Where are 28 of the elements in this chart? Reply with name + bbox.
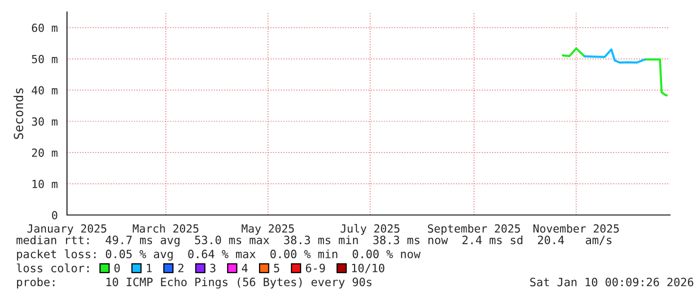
- legend-label: 1: [146, 264, 152, 272]
- x-tick-label: September 2025: [428, 224, 520, 235]
- legend-label: 4: [242, 264, 248, 272]
- text: loss color:: [16, 263, 89, 272]
- y-tick-label: 0: [52, 211, 58, 220]
- text: probe: 10 ICMP Echo Pings (56 Bytes) every 90s: [17, 277, 372, 289]
- x-tick-label: November 2025: [533, 224, 619, 233]
- legend-label: 2: [178, 264, 184, 272]
- y-axis-title: Seconds: [14, 88, 24, 139]
- x-tick-label: May 2025: [242, 224, 294, 235]
- x-tick-label: July 2025: [340, 224, 400, 235]
- text: Sat Jan 10 00:09:26 2026: [530, 278, 694, 286]
- legend-label: 6-9: [306, 264, 325, 272]
- x-tick-label: January 2025: [27, 224, 106, 235]
- legend-label: 0: [114, 264, 120, 272]
- y-tick-label: 40 m: [32, 86, 58, 94]
- x-tick-label: March 2025: [132, 224, 198, 233]
- y-tick-label: 20 m: [32, 148, 58, 157]
- legend-label: 5: [274, 264, 280, 272]
- legend-label: 10/10: [352, 264, 384, 274]
- line-series: [584, 48, 646, 64]
- legend-label: 3: [210, 264, 216, 272]
- y-tick-label: 50 m: [32, 54, 58, 64]
- y-tick-label: 30 m: [32, 117, 58, 126]
- y-tick-label: 10 m: [32, 180, 58, 188]
- text: packet loss: 0.05 % avg 0.64 % max 0.00 % min 0.00 % now: [17, 249, 421, 261]
- text: median rtt: 49.7 ms avg 53.0 ms max 38.3 ms min 38.3 ms now 2.4 ms sd 20.4 am/s: [16, 235, 612, 247]
- y-tick-label: 60 m: [32, 24, 58, 32]
